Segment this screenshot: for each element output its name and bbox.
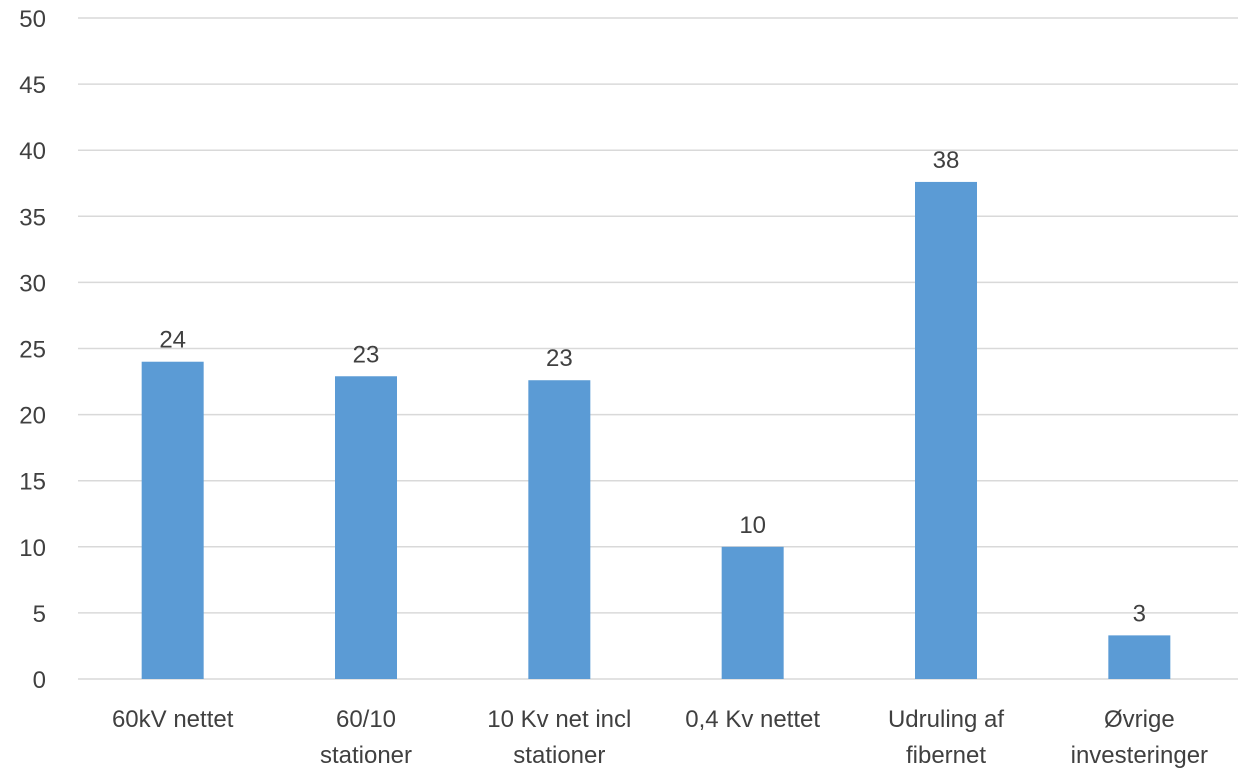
y-tick-label: 30: [19, 270, 46, 297]
x-tick-label: 60/10 stationer: [320, 706, 412, 769]
bar: [141, 361, 204, 679]
data-label: 38: [933, 147, 960, 174]
y-tick-label: 35: [19, 204, 46, 231]
data-label: 10: [739, 512, 766, 539]
y-tick-label: 15: [19, 469, 46, 496]
data-label: 23: [353, 341, 380, 368]
x-tick-label-line: Øvrige: [1104, 706, 1175, 733]
x-tick-label: 10 Kv net incl stationer: [487, 706, 631, 769]
x-tick-label-line: stationer: [513, 742, 605, 769]
bar: [335, 376, 397, 679]
bar: [915, 181, 977, 680]
x-tick-label: Øvrige investeringer: [1071, 706, 1208, 769]
x-tick-label: 60kV nettet: [112, 706, 234, 733]
data-label: 3: [1133, 600, 1146, 627]
y-tick-label: 50: [19, 6, 46, 33]
bar: [528, 380, 591, 679]
x-tick-label: 0,4 Kv nettet: [685, 706, 820, 733]
x-tick-label-line: 0,4 Kv nettet: [685, 706, 820, 733]
y-tick-label: 40: [19, 138, 46, 165]
y-tick-label: 25: [19, 337, 46, 364]
y-tick-label: 0: [33, 667, 46, 694]
y-tick-label: 45: [19, 72, 46, 99]
y-axis-tick-labels: 0 5 10 15 20 25 30 35 40 45 50: [19, 6, 46, 694]
x-tick-label-line: 60/10: [336, 706, 396, 733]
x-tick-label-line: Udruling af: [888, 706, 1004, 733]
gridlines: [78, 17, 1238, 680]
x-tick-label: Udruling af fibernet: [888, 706, 1004, 769]
bar: [721, 546, 784, 679]
x-tick-label-line: 10 Kv net incl: [487, 706, 631, 733]
data-label: 23: [546, 345, 573, 372]
bar: [1108, 635, 1171, 679]
x-tick-label-line: 60kV nettet: [112, 706, 234, 733]
x-axis-category-labels: 60kV nettet 60/10 stationer 10 Kv net incl s…: [112, 706, 1208, 769]
x-tick-label-line: stationer: [320, 742, 412, 769]
y-tick-label: 5: [33, 601, 46, 628]
bar-series: [141, 181, 1171, 680]
y-tick-label: 20: [19, 403, 46, 430]
data-labels: 24 23 23 10 38 3: [159, 147, 1146, 627]
y-tick-label: 10: [19, 535, 46, 562]
x-tick-label-line: fibernet: [906, 742, 986, 769]
data-label: 24: [159, 327, 186, 354]
x-tick-label-line: investeringer: [1071, 742, 1208, 769]
